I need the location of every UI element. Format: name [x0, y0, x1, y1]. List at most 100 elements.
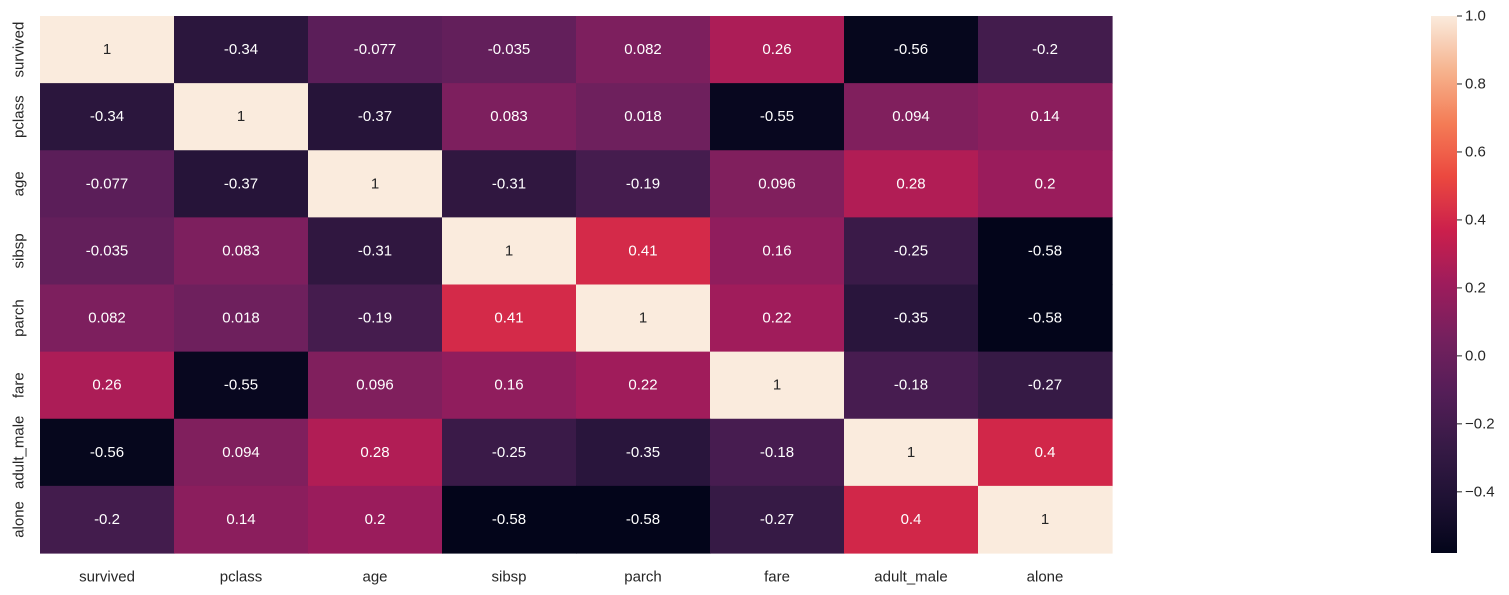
heatmap-cell	[710, 284, 845, 353]
heatmap-cell	[576, 16, 711, 84]
heatmap-cell	[710, 485, 845, 554]
heatmap-cell	[308, 485, 443, 554]
x-tick-label: survived	[79, 569, 135, 586]
cell-value-label: 0.083	[222, 242, 260, 259]
cell-value-label: 0.094	[892, 108, 930, 125]
x-tick-label: alone	[1027, 569, 1064, 586]
y-tick-label: fare	[11, 372, 28, 398]
heatmap-cell	[308, 16, 443, 84]
y-tick-label: adult_male	[11, 416, 28, 489]
colorbar-tick-label: −0.2	[1465, 415, 1495, 432]
heatmap-cell	[174, 150, 309, 218]
heatmap-cell	[978, 284, 1113, 353]
heatmap-cell	[442, 150, 577, 218]
cell-value-label: 0.018	[624, 108, 662, 125]
x-tick-label: age	[362, 569, 387, 586]
heatmap-cell	[308, 150, 443, 218]
cell-value-label: -0.35	[894, 310, 928, 327]
cell-value-label: -0.18	[760, 444, 794, 461]
heatmap-cell	[844, 351, 979, 420]
heatmap-cell	[40, 16, 175, 84]
cell-value-label: -0.035	[86, 242, 129, 259]
cell-value-label: -0.58	[1028, 242, 1062, 259]
cell-value-label: 1	[1041, 511, 1049, 528]
cell-value-label: -0.18	[894, 377, 928, 394]
heatmap-cell	[576, 83, 711, 151]
heatmap-cell	[978, 418, 1113, 487]
heatmap-cell	[710, 150, 845, 218]
cell-value-label: 0.096	[356, 377, 394, 394]
cell-value-label: 0.14	[1030, 108, 1059, 125]
y-tick-label: alone	[11, 501, 28, 538]
heatmap-cell	[844, 83, 979, 151]
x-tick-label: parch	[624, 569, 662, 586]
heatmap-cell	[442, 284, 577, 353]
colorbar-tick-label: 0.2	[1465, 279, 1486, 296]
x-axis-tick-labels: survived pclass age sibsp parch fare adult_mal…	[79, 569, 1063, 586]
colorbar-gradient	[1431, 16, 1457, 553]
cell-value-label: -0.2	[1032, 41, 1058, 58]
cell-value-label: 0.082	[88, 310, 126, 327]
heatmap-cell	[710, 83, 845, 151]
cell-value-label: -0.31	[358, 242, 392, 259]
cell-value-label: 0.28	[360, 444, 389, 461]
colorbar-tick-label: 0.0	[1465, 347, 1486, 364]
cell-value-label: -0.27	[760, 511, 794, 528]
heatmap-cell	[978, 16, 1113, 84]
colorbar-tick-label: −0.4	[1465, 483, 1495, 500]
cell-value-label: -0.58	[1028, 310, 1062, 327]
heatmap-cell	[174, 217, 309, 286]
heatmap-cell	[308, 83, 443, 151]
cell-value-label: -0.56	[894, 41, 928, 58]
cell-value-label: 0.41	[628, 242, 657, 259]
y-axis-tick-labels: survived pclass age sibsp parch fare adult_mal…	[11, 22, 28, 538]
y-tick-label: age	[11, 171, 28, 196]
cell-value-label: 0.096	[758, 175, 796, 192]
heatmap-cell	[844, 150, 979, 218]
cell-value-label: -0.25	[492, 444, 526, 461]
heatmap-cell	[174, 485, 309, 554]
heatmap-cell	[576, 284, 711, 353]
cell-value-label: -0.55	[760, 108, 794, 125]
heatmap-cell	[576, 418, 711, 487]
heatmap-cell	[308, 217, 443, 286]
heatmap-cell	[308, 351, 443, 420]
heatmap-cell	[710, 351, 845, 420]
cell-value-label: 0.4	[1035, 444, 1056, 461]
x-tick-label: adult_male	[874, 569, 947, 586]
heatmap-cell	[978, 217, 1113, 286]
cell-value-label: -0.27	[1028, 377, 1062, 394]
cell-value-label: -0.25	[894, 242, 928, 259]
cell-value-label: 0.2	[1035, 175, 1056, 192]
heatmap-cell	[174, 418, 309, 487]
heatmap-cell	[710, 418, 845, 487]
heatmap-cell	[844, 284, 979, 353]
cell-value-label: 0.083	[490, 108, 528, 125]
x-tick-label: fare	[764, 569, 790, 586]
heatmap-cell	[442, 83, 577, 151]
heatmap-cell	[308, 284, 443, 353]
cell-value-label: -0.077	[354, 41, 397, 58]
cell-value-label: -0.56	[90, 444, 124, 461]
cell-value-label: 0.14	[226, 511, 255, 528]
cell-value-label: -0.55	[224, 377, 258, 394]
heatmap-cell	[40, 351, 175, 420]
cell-value-label: 0.16	[494, 377, 523, 394]
cell-value-label: -0.58	[626, 511, 660, 528]
cell-value-label: -0.035	[488, 41, 531, 58]
heatmap-cell	[844, 16, 979, 84]
heatmap-cell	[978, 351, 1113, 420]
cell-value-label: -0.37	[224, 175, 258, 192]
heatmap-cell-labels: 1 -0.34 -0.077 -0.035 0.082 0.26 -0.56 -0.2 -0.3…	[86, 41, 1062, 528]
cell-value-label: 0.082	[624, 41, 662, 58]
cell-value-label: -0.19	[358, 310, 392, 327]
heatmap-cell	[978, 150, 1113, 218]
heatmap-cell	[174, 351, 309, 420]
heatmap-cell	[40, 284, 175, 353]
cell-value-label: 0.018	[222, 310, 260, 327]
heatmap-cell	[40, 217, 175, 286]
colorbar-tick-label: 0.4	[1465, 211, 1486, 228]
colorbar-tick-label: 0.8	[1465, 75, 1486, 92]
cell-value-label: 0.22	[628, 377, 657, 394]
heatmap-cell	[978, 83, 1113, 151]
